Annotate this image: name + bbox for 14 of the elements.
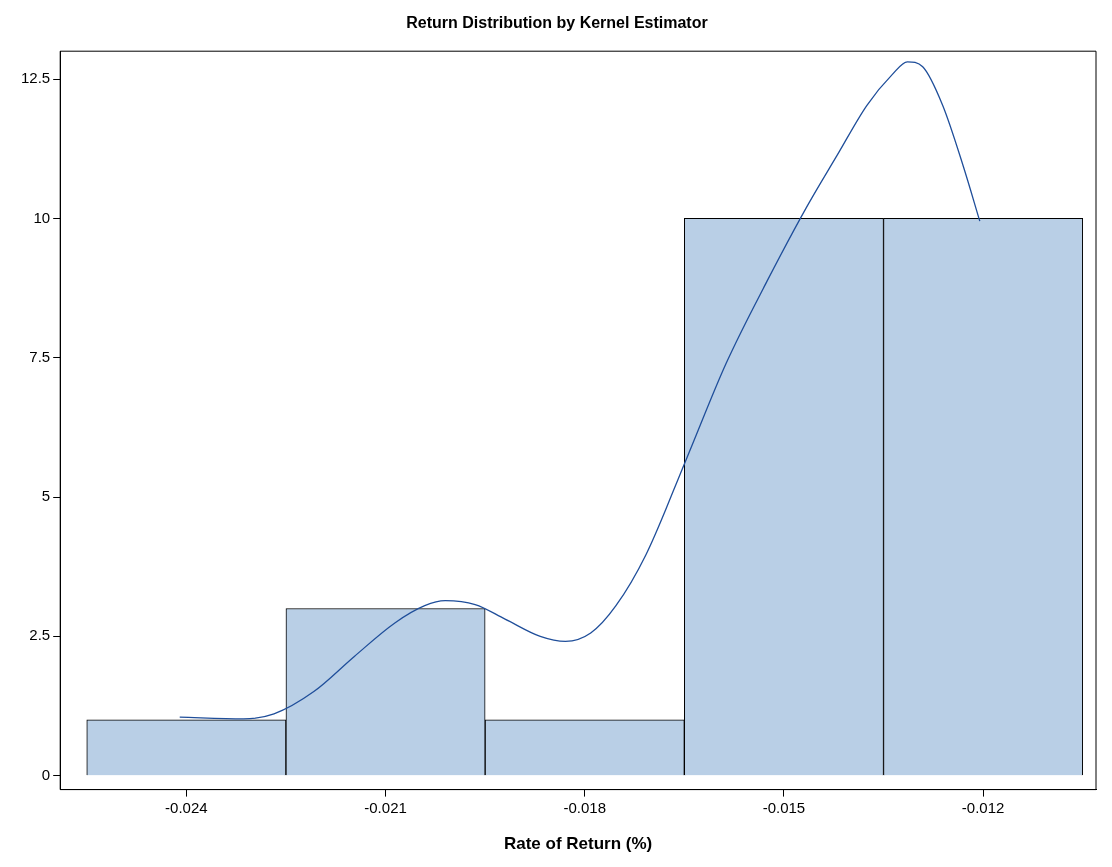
- y-tick-label: 12.5: [20, 69, 51, 87]
- x-tick-label: -0.015: [762, 798, 806, 816]
- x-axis-title: Rate of Return (%): [503, 834, 653, 854]
- y-tick-label: 2.5: [29, 626, 51, 644]
- y-tick-label: 5: [41, 487, 51, 505]
- x-tick-label: -0.018: [563, 798, 607, 816]
- x-tick-label: -0.021: [364, 798, 407, 816]
- chart-title: Return Distribution by Kernel Estimator: [406, 14, 708, 32]
- y-tick-label: 0: [41, 765, 51, 783]
- y-tick-label: 7.5: [29, 347, 51, 365]
- x-tick-label: -0.024: [165, 798, 208, 816]
- y-tick-label: 10: [33, 208, 51, 226]
- line-series: [179, 61, 981, 720]
- x-tick-label: -0.012: [961, 798, 1005, 816]
